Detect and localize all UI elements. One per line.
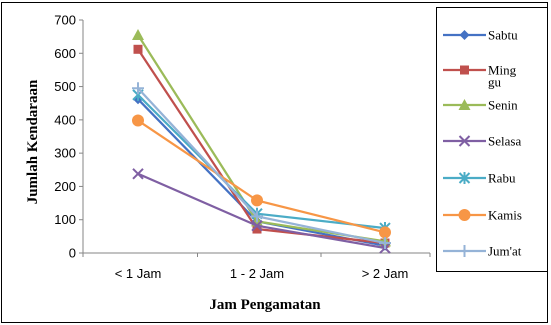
data-point-senin	[132, 28, 144, 40]
y-tick-label: 200	[54, 179, 76, 194]
data-point-jum-at	[379, 237, 391, 250]
data-point-jum-at	[132, 82, 144, 95]
data-point-kamis	[379, 226, 391, 239]
legend-label-jum-at: Jum'at	[488, 244, 522, 259]
y-tick-label: 700	[54, 13, 76, 28]
legend-marker-jum-at	[458, 245, 471, 257]
legend-label-kamis: Kamis	[488, 208, 522, 223]
series-line-rabu	[137, 94, 386, 230]
y-axis-title: Jumlah Kendaraan	[25, 79, 41, 204]
data-point-selasa	[132, 168, 144, 180]
y-tick-label: 300	[54, 146, 76, 161]
legend-label-selasa: Selasa	[488, 134, 521, 149]
legend-marker-senin	[458, 99, 471, 110]
x-tick-label: > 2 Jam	[362, 266, 409, 281]
data-point-minggu	[252, 224, 262, 234]
x-tick-label: < 1 Jam	[115, 266, 162, 281]
legend-label-senin: Senin	[488, 98, 518, 113]
data-point-selasa	[251, 219, 263, 232]
y-tick-label: 400	[54, 112, 76, 127]
series-line-selasa	[137, 172, 386, 250]
series-line-jum-at	[137, 87, 386, 245]
data-point-kamis	[251, 194, 263, 207]
legend-label-rabu: Rabu	[488, 171, 516, 186]
y-tick-label: 100	[54, 212, 76, 227]
legend-label-sabtu: Sabtu	[488, 28, 518, 43]
x-axis-title: Jam Pengamatan	[209, 297, 321, 313]
data-point-jum-at	[251, 210, 263, 223]
legend-marker-selasa	[458, 135, 471, 147]
legend-marker-kamis	[458, 209, 471, 221]
data-point-minggu	[133, 44, 143, 54]
plot-area: 0 100 200 300 400 500 600 700 < 1 Jam 1 - 2 Jam > …	[54, 13, 431, 281]
y-tick-label: 500	[54, 79, 76, 94]
legend-label-minggu: Ming	[488, 63, 517, 78]
legend-label-minggu: gu	[488, 75, 502, 90]
legend-marker-rabu	[458, 172, 471, 184]
legend-marker-minggu	[460, 65, 469, 75]
x-tick-label: 1 - 2 Jam	[230, 266, 284, 281]
legend-box	[436, 7, 548, 272]
y-tick-label: 600	[54, 46, 76, 61]
legend-marker-sabtu	[459, 30, 470, 40]
data-point-kamis	[132, 114, 144, 127]
y-tick-label: 0	[69, 246, 76, 261]
